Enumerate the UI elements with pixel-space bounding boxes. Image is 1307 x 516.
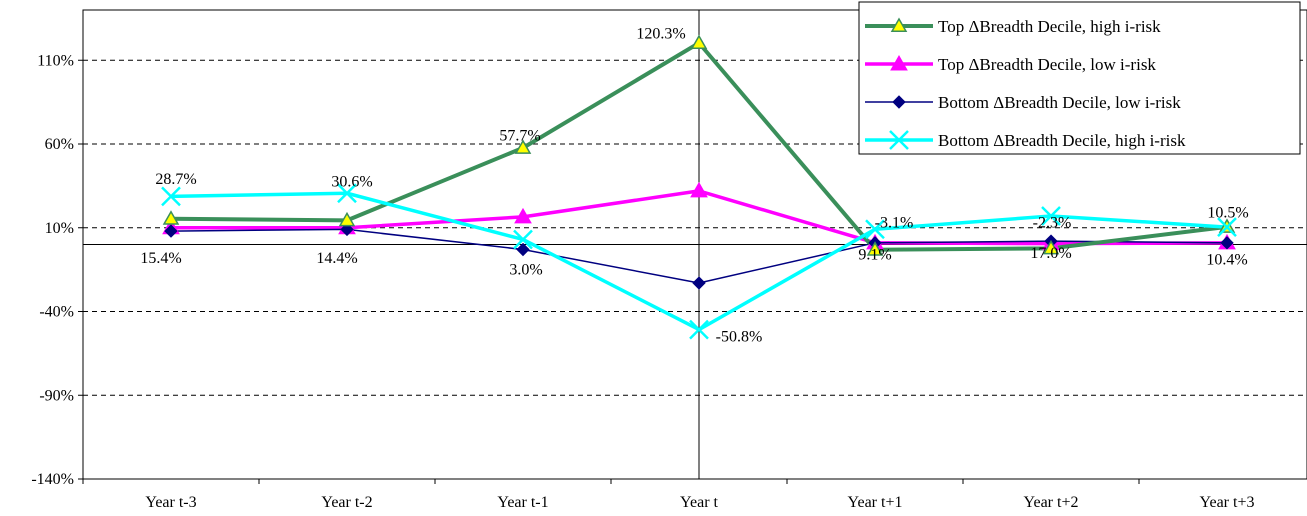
x-tick-label: Year t+2 (1024, 494, 1079, 511)
data-label: 30.6% (331, 174, 372, 191)
data-label: 14.4% (316, 250, 357, 267)
data-point-marker (890, 54, 908, 71)
data-point-marker (690, 34, 708, 49)
marker-stroke (161, 186, 181, 207)
marker-stroke (513, 229, 533, 250)
marker-stroke (1041, 206, 1061, 226)
y-tick-label: -40% (39, 304, 74, 321)
data-point-marker (337, 183, 357, 204)
data-label: -2.3% (1033, 215, 1072, 232)
data-point-marker (338, 211, 356, 227)
data-label: 28.7% (155, 171, 196, 188)
data-point-marker (514, 139, 532, 154)
data-point-marker (1041, 206, 1061, 226)
data-label: 9.1% (858, 247, 891, 264)
x-tick-label: Year t-2 (321, 494, 372, 511)
data-point-marker (865, 219, 885, 240)
data-point-marker (689, 319, 709, 340)
y-tick-label: 10% (45, 220, 74, 237)
y-tick-label: -140% (31, 471, 74, 488)
data-point-marker (162, 210, 180, 225)
data-label: 120.3% (636, 25, 685, 42)
data-label: -3.1% (875, 215, 914, 232)
x-tick-label: Year t+1 (848, 494, 903, 511)
data-point-marker (340, 222, 354, 237)
legend-label: Bottom ΔBreadth Decile, low i-risk (938, 93, 1181, 112)
x-tick-label: Year t (680, 494, 718, 511)
data-label: 15.4% (140, 250, 181, 267)
data-point-marker (161, 186, 181, 207)
x-tick-label: Year t+3 (1200, 494, 1255, 511)
data-point-marker (690, 181, 708, 198)
data-point-marker (1217, 217, 1237, 237)
axes: -140% -90% -40% 10% 60% 110% Year t-3 Year t-2 Y… (31, 10, 1307, 511)
legend-label: Bottom ΔBreadth Decile, high i-risk (938, 131, 1186, 150)
marker-stroke (337, 183, 357, 204)
marker-stroke (1217, 217, 1237, 237)
data-point-marker (889, 130, 909, 150)
data-point-marker (866, 241, 884, 256)
x-tick-label: Year t-1 (497, 494, 548, 511)
marker-stroke (889, 130, 909, 150)
data-point-marker (516, 242, 530, 257)
data-point-marker (692, 276, 706, 290)
y-tick-label: 110% (37, 52, 74, 69)
x-tick-label: Year t-3 (145, 494, 196, 511)
data-label: 10.5% (1207, 205, 1248, 222)
data-label: 3.0% (509, 262, 542, 279)
data-labels: 28.7% 30.6% 57.7% 120.3% -3.1% -2.3% 10.5% 15.4… (140, 25, 1248, 345)
data-label: 17.0% (1030, 245, 1071, 262)
data-label: 57.7% (499, 128, 540, 145)
marker-stroke (865, 219, 885, 240)
y-tick-label: 60% (45, 136, 74, 153)
data-label: -50.8% (716, 329, 763, 346)
data-point-marker (1220, 236, 1234, 250)
data-point-marker (1042, 239, 1060, 255)
data-label: 10.4% (1206, 252, 1247, 269)
data-point-marker (513, 229, 533, 250)
legend-label: Top ΔBreadth Decile, low i-risk (938, 55, 1156, 74)
legend-label: Top ΔBreadth Decile, high i-risk (938, 17, 1161, 36)
data-point-marker (892, 95, 906, 109)
data-point-marker (514, 207, 532, 224)
data-point-marker (890, 17, 908, 32)
legend: Top ΔBreadth Decile, high i-risk Top ΔBre… (858, 1, 1301, 155)
marker-stroke (689, 319, 709, 340)
y-tick-label: -90% (39, 387, 74, 404)
series-markers (161, 34, 1237, 340)
data-point-marker (164, 224, 178, 238)
